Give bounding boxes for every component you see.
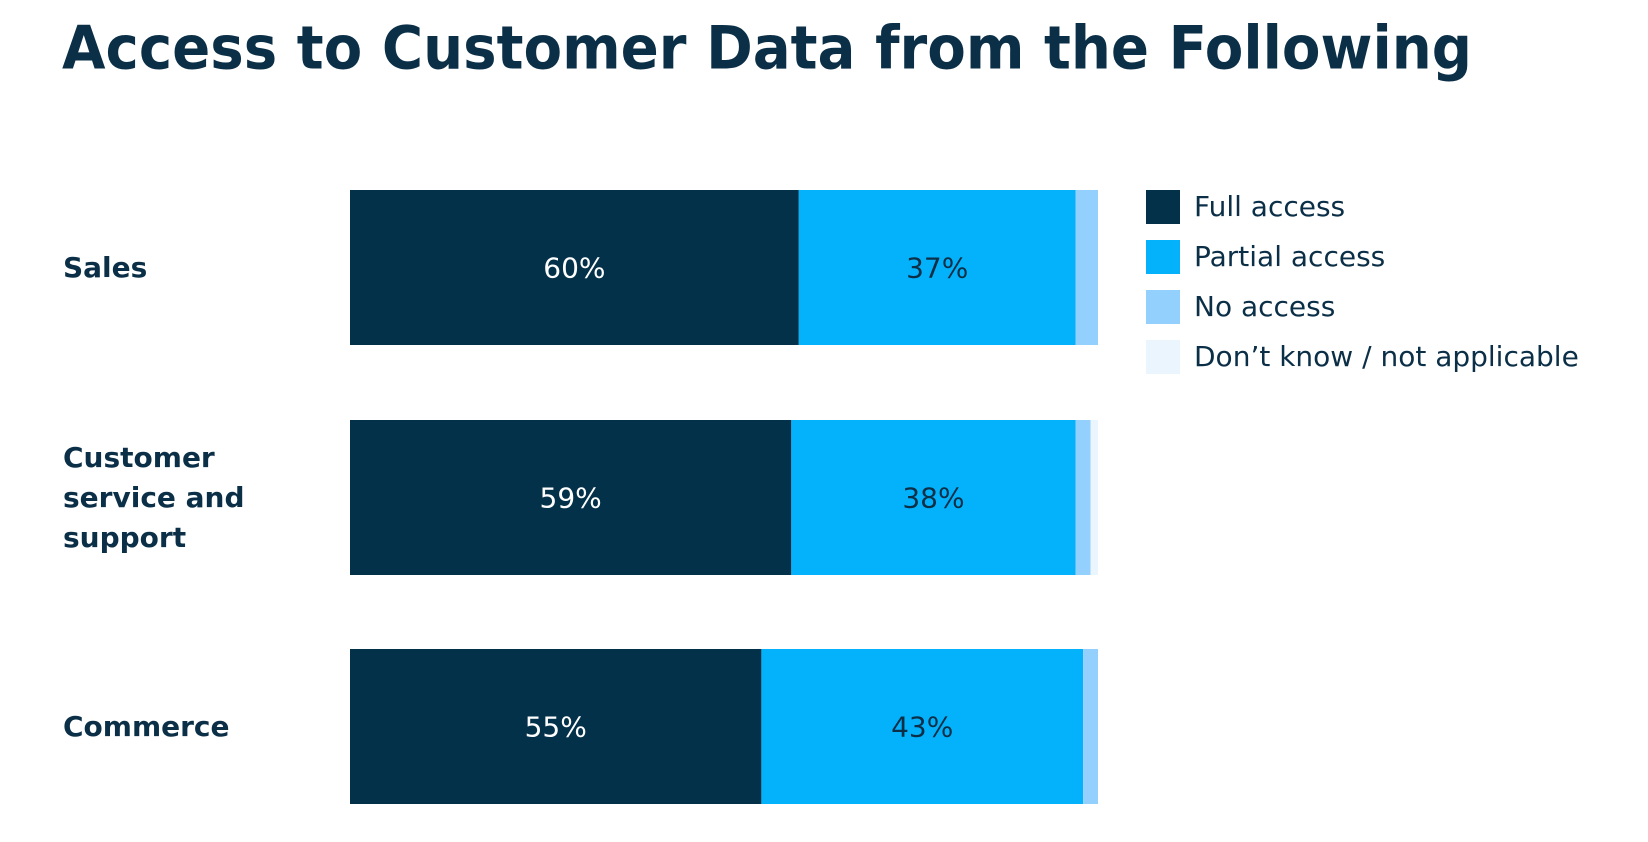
bar-segment xyxy=(1090,420,1098,575)
legend-swatch xyxy=(1146,340,1180,374)
legend-label: Partial access xyxy=(1194,240,1385,273)
legend-swatch xyxy=(1146,290,1180,324)
legend-swatch xyxy=(1146,240,1180,274)
bar-segment xyxy=(791,420,1076,575)
bar-segment xyxy=(350,420,792,575)
bar-segment xyxy=(350,190,799,345)
legend-label: Full access xyxy=(1194,190,1345,223)
bar-segment xyxy=(761,649,1084,804)
value-label: 55% xyxy=(525,711,587,744)
bar-segment xyxy=(1083,649,1098,804)
category-label: Commerce xyxy=(63,709,230,743)
bar-segment xyxy=(350,649,762,804)
bar-segment xyxy=(1075,190,1098,345)
bar-segment xyxy=(1075,420,1091,575)
legend-swatch xyxy=(1146,190,1180,224)
value-label: 60% xyxy=(543,252,605,285)
legend-label: Don’t know / not applicable xyxy=(1194,340,1579,373)
value-label: 38% xyxy=(902,482,964,515)
value-label: 59% xyxy=(540,482,602,515)
legend-label: No access xyxy=(1194,290,1335,323)
category-label: Sales xyxy=(63,250,148,284)
value-label: 37% xyxy=(906,252,968,285)
bar-segment xyxy=(798,190,1076,345)
value-label: 43% xyxy=(891,711,953,744)
chart-title: Access to Customer Data from the Followi… xyxy=(62,14,1472,84)
category-label: Customer service and support xyxy=(63,440,245,554)
